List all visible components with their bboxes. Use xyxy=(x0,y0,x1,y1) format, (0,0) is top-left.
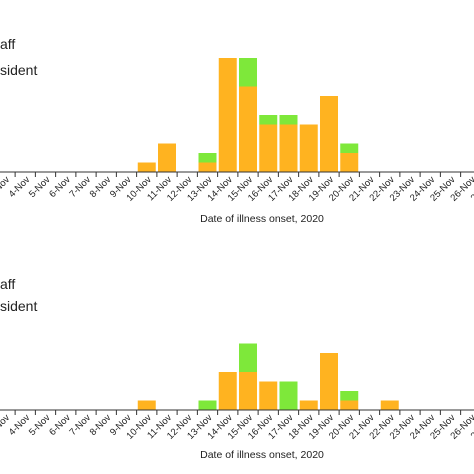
bar-segment xyxy=(198,400,217,410)
x-axis-label: Date of illness onset, 2020 xyxy=(200,449,324,461)
bar-segment xyxy=(279,115,298,125)
x-tick-label: 7-Nov xyxy=(67,174,93,200)
x-tick-label: 6-Nov xyxy=(47,412,73,438)
bar-segment xyxy=(259,124,278,172)
x-tick-label: 4-Nov xyxy=(7,174,33,200)
x-tick-label: 7-Nov xyxy=(67,412,93,438)
bar-segment xyxy=(340,391,359,401)
bar-segment xyxy=(239,86,257,172)
bar-segment xyxy=(137,162,156,172)
bar-segment xyxy=(137,400,156,410)
bar-segment xyxy=(239,58,257,87)
bar-segment xyxy=(279,124,298,172)
legend-label: aff xyxy=(0,36,15,52)
bar-segment xyxy=(218,58,237,172)
x-tick-label: 5-Nov xyxy=(27,412,53,438)
bar-segment xyxy=(340,143,359,153)
bar-segment xyxy=(158,143,176,172)
bar-segment xyxy=(198,153,217,163)
x-tick-label: 5-Nov xyxy=(27,174,53,200)
x-tick-label: 4-Nov xyxy=(7,412,33,438)
bar-segment xyxy=(259,115,278,125)
bar-segment xyxy=(340,153,359,172)
bar-segment xyxy=(320,353,338,410)
bar-segment xyxy=(239,372,257,410)
bar-segment xyxy=(239,343,257,372)
bar-segment xyxy=(380,400,399,410)
x-tick-label: 6-Nov xyxy=(47,174,73,200)
bar-segment xyxy=(299,124,318,172)
bar-segment xyxy=(299,400,318,410)
bar-segment xyxy=(259,381,278,410)
x-axis-label: Date of illness onset, 2020 xyxy=(200,213,324,225)
bar-segment xyxy=(218,372,237,410)
bar-segment xyxy=(279,381,298,410)
bar-segment xyxy=(198,162,217,172)
bar-segment xyxy=(340,400,359,410)
legend-label: sident xyxy=(0,298,37,314)
x-tick-label: 8-Nov xyxy=(88,174,114,200)
legend-label: aff xyxy=(0,276,15,292)
x-tick-label: 8-Nov xyxy=(88,412,114,438)
legend-label: sident xyxy=(0,62,37,78)
bar-segment xyxy=(320,96,338,172)
